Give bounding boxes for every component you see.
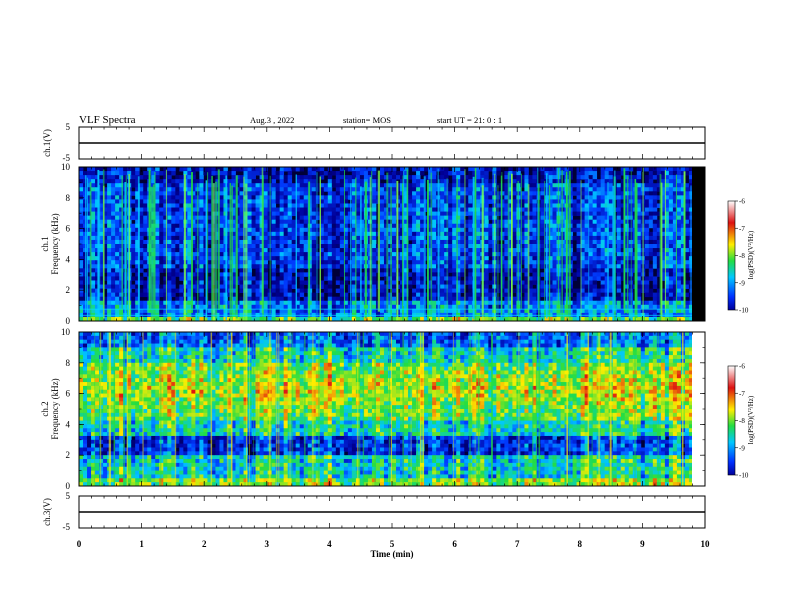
x-tick-label: 1 bbox=[139, 539, 144, 549]
time-axis-label: Time (min) bbox=[370, 549, 413, 559]
colorbar-tick-label: -10 bbox=[739, 472, 749, 480]
colorbar-tick-label: -8 bbox=[739, 252, 745, 260]
ch2-spectrogram-panel: 0 2 4 6 8 10 ch.2 Frequency (kHz) bbox=[40, 327, 706, 491]
ch1-colorbar-gradient bbox=[727, 200, 736, 311]
x-tick-label: 10 bbox=[701, 539, 711, 549]
ch3-ytick-top: 5 bbox=[66, 491, 71, 501]
ch1-colorbar-ticks: -6 -7 -8 -9 -10 bbox=[735, 198, 749, 315]
ch1-spectrogram-ylabel-ch: ch.1 bbox=[40, 236, 50, 251]
date-label: Aug.3 , 2022 bbox=[250, 115, 294, 125]
x-tick-label: 3 bbox=[265, 539, 270, 549]
x-tick-label: 8 bbox=[578, 539, 583, 549]
y-tick-label: 10 bbox=[61, 162, 71, 172]
y-tick-label: 0 bbox=[66, 481, 71, 491]
ch2-spectrogram-ylabel-ch: ch.2 bbox=[40, 401, 50, 416]
ch1-spectrogram-image bbox=[79, 167, 705, 321]
ch1-spectrogram-yticks: 0 2 4 6 8 10 bbox=[61, 162, 705, 326]
ch3-voltage-ticks bbox=[78, 496, 706, 528]
ch2-colorbar-ticks: -6 -7 -8 -9 -10 bbox=[735, 363, 749, 480]
colorbar-tick-label: -6 bbox=[739, 363, 745, 371]
ch3-ytick-bottom: -5 bbox=[63, 522, 71, 532]
ch1-spectrogram-xticks bbox=[78, 167, 706, 321]
ch2-spectrogram-ylabel-freq: Frequency (kHz) bbox=[50, 378, 60, 439]
time-axis-ticklabels: 0 1 2 3 4 5 6 7 8 9 10 bbox=[77, 539, 710, 549]
y-tick-label: 0 bbox=[66, 316, 71, 326]
x-tick-label: 4 bbox=[327, 539, 332, 549]
y-tick-label: 10 bbox=[61, 327, 71, 337]
y-tick-label: 4 bbox=[66, 254, 71, 264]
ch1-colorbar-label: log(PSD)(V²/Hz) bbox=[747, 230, 755, 279]
station-label: station= MOS bbox=[343, 115, 391, 125]
y-tick-label: 2 bbox=[66, 450, 71, 460]
colorbar-tick-label: -6 bbox=[739, 198, 745, 206]
colorbar-tick-label: -7 bbox=[739, 390, 745, 398]
ch3-voltage-ylabel: ch.3(V) bbox=[42, 498, 52, 526]
ch1-voltage-panel: 5 -5 ch.1(V) bbox=[42, 122, 706, 163]
colorbar-tick-label: -9 bbox=[739, 279, 745, 287]
colorbar-tick-label: -9 bbox=[739, 444, 745, 452]
y-tick-label: 6 bbox=[66, 224, 71, 234]
ch1-ytick-top: 5 bbox=[66, 122, 71, 132]
y-tick-label: 2 bbox=[66, 285, 71, 295]
ch2-spectrogram-xticks bbox=[78, 332, 706, 486]
x-tick-label: 0 bbox=[77, 539, 82, 549]
colorbar-tick-label: -8 bbox=[739, 417, 745, 425]
colorbar-tick-label: -7 bbox=[739, 225, 745, 233]
ch2-colorbar: -6 -7 -8 -9 -10 log(PSD)(V²/Hz) bbox=[727, 363, 755, 480]
ch1-spectrogram-panel: 0 2 4 6 8 10 ch.1 Frequency (kHz) bbox=[40, 162, 706, 326]
ch2-colorbar-gradient bbox=[727, 365, 736, 476]
figure-title: VLF Spectra bbox=[79, 114, 136, 126]
x-tick-label: 6 bbox=[452, 539, 457, 549]
y-tick-label: 6 bbox=[66, 389, 71, 399]
start-time-label: start UT = 21: 0 : 1 bbox=[437, 115, 502, 125]
x-tick-label: 2 bbox=[202, 539, 207, 549]
ch1-voltage-ticks bbox=[78, 127, 706, 159]
x-tick-label: 7 bbox=[515, 539, 520, 549]
ch3-voltage-panel: 5 -5 ch.3(V) bbox=[42, 491, 706, 532]
x-tick-label: 9 bbox=[640, 539, 645, 549]
ch1-ytick-bottom: -5 bbox=[63, 153, 71, 163]
ch1-spectrogram-ylabel-freq: Frequency (kHz) bbox=[50, 213, 60, 274]
x-tick-label: 5 bbox=[390, 539, 395, 549]
ch1-colorbar: -6 -7 -8 -9 -10 log(PSD)(V²/Hz) bbox=[727, 198, 755, 315]
ch2-spectrogram-image bbox=[79, 332, 705, 486]
y-tick-label: 8 bbox=[66, 193, 71, 203]
y-tick-label: 8 bbox=[66, 358, 71, 368]
y-tick-label: 4 bbox=[66, 419, 71, 429]
ch2-spectrogram-yticks: 0 2 4 6 8 10 bbox=[61, 327, 705, 491]
colorbar-tick-label: -10 bbox=[739, 307, 749, 315]
ch2-colorbar-label: log(PSD)(V²/Hz) bbox=[747, 395, 755, 444]
ch1-voltage-ylabel: ch.1(V) bbox=[42, 129, 52, 157]
